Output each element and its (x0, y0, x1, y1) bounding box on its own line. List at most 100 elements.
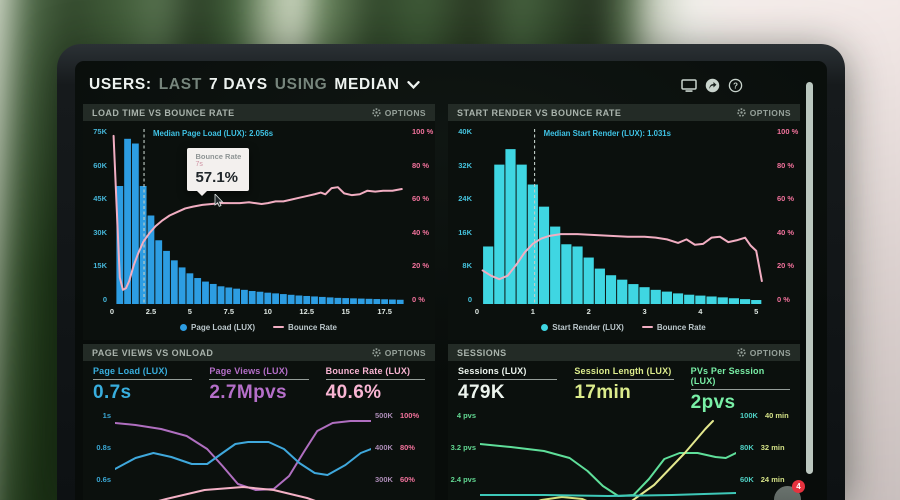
x-axis-tick: 0 (109, 307, 115, 316)
title-using: USING (274, 76, 328, 93)
y-tick-count: 100K (740, 411, 758, 420)
x-axis-tick: 4 (698, 307, 703, 316)
share-icon[interactable] (705, 78, 720, 93)
panel-title: LOAD TIME VS BOUNCE RATE (92, 107, 235, 118)
options-button[interactable]: OPTIONS (737, 348, 791, 358)
y-axis-tick: 60 % (777, 194, 795, 204)
chart-plot[interactable]: Median Start Render (LUX): 1.031s (477, 127, 773, 304)
stat-value: 479K (458, 382, 505, 403)
stat-value: 0.7s (93, 382, 132, 403)
y-axis-tick: 0.6s (96, 475, 111, 484)
panel-title: SESSIONS (457, 347, 507, 358)
chart-legend: Page Load (LUX) Bounce Rate (85, 317, 432, 337)
chevron-down-icon[interactable] (407, 76, 420, 94)
options-button[interactable]: OPTIONS (372, 108, 426, 118)
legend-line-icon (641, 325, 653, 329)
y-axis-tick: 100 % (412, 127, 434, 136)
y-axis-right: 100 % 80 % 60 % 40 % 20 % 0 % (773, 127, 798, 304)
chart-tooltip: Bounce Rate 7s 57.1% (187, 148, 250, 197)
legend-item[interactable]: Bounce Rate (273, 323, 337, 332)
stat-label: Page Views (LUX) (209, 366, 309, 380)
panel-sessions: SESSIONS OPTIONS Sessions (LUX) 479K Sessi… (448, 344, 800, 500)
y-axis-tick: 0 (467, 294, 472, 304)
options-button[interactable]: OPTIONS (737, 108, 791, 118)
chart-plot[interactable]: Median Page Load (LUX): 2.056s Bounce Ra… (112, 127, 408, 304)
y-axis-tick: 300K 60% (375, 475, 415, 484)
y-axis-left: 1s 0.8s 0.6s (85, 407, 115, 500)
legend-dot-icon (541, 323, 549, 331)
chart-plot[interactable] (115, 407, 371, 500)
chart-body: 40K 32K 24K 16K 8K 0 Median Start Render (LUX… (448, 121, 800, 340)
stat-block[interactable]: Page Views (LUX) 2.7Mpvs (209, 366, 309, 407)
y-axis-tick: 0.8s (96, 443, 111, 452)
median-annotation: Median Page Load (LUX): 2.056s (153, 129, 274, 138)
y-axis-tick: 4 pvs (456, 411, 476, 420)
y-axis-tick: 20 % (412, 261, 430, 271)
y-tick-count: 80K (740, 443, 754, 452)
stat-block[interactable]: Page Load (LUX) 0.7s (93, 366, 193, 407)
stat-value: 2pvs (690, 392, 736, 413)
scrollbar[interactable] (806, 82, 813, 474)
sessions-chart[interactable] (480, 407, 736, 500)
y-axis-tick: 15K (93, 261, 107, 271)
y-tick-secondary: 60% (399, 475, 415, 484)
y-axis-tick: 75K (93, 127, 107, 136)
dashboard-screen: USERS: LAST 7 DAYS USING MEDIAN (75, 61, 827, 500)
y-axis-tick: 500K 100% (375, 411, 419, 420)
stat-value: 2.7Mpvs (209, 382, 287, 403)
stat-block[interactable]: PVs Per Session (LUX) 2pvs (690, 366, 790, 414)
y-tick-secondary: 80% (399, 443, 415, 452)
title-users: USERS: (89, 76, 152, 93)
tooltip-value: 57.1% (195, 169, 239, 187)
chart-body: 75K 60K 45K 30K 15K 0 Median Page Load (LUX):… (83, 121, 435, 340)
x-axis-tick: 3 (642, 307, 647, 316)
load-time-chart[interactable] (112, 127, 408, 304)
header-icons: ? (681, 78, 743, 93)
y-axis-tick: 24K (458, 194, 472, 204)
chart-body: 1s 0.8s 0.6s 500K 100% 400K 80% 300K 60% (83, 407, 435, 500)
y-axis-tick: 40 % (412, 227, 430, 237)
y-axis-tick: 60K 24 min (740, 475, 785, 484)
gear-icon (372, 348, 381, 357)
page-views-chart[interactable] (115, 407, 371, 500)
monitor-icon[interactable] (681, 78, 697, 92)
stat-block[interactable]: Session Length (LUX) 17min (574, 366, 674, 414)
legend-item[interactable]: Bounce Rate (641, 323, 706, 332)
legend-item[interactable]: Page Load (LUX) (180, 323, 255, 332)
help-icon[interactable]: ? (728, 78, 743, 93)
options-button[interactable]: OPTIONS (372, 348, 426, 358)
y-axis-tick: 400K 80% (375, 443, 415, 452)
page-title[interactable]: USERS: LAST 7 DAYS USING MEDIAN (89, 76, 420, 94)
stat-label: Bounce Rate (LUX) (325, 366, 425, 380)
y-axis-tick: 40 % (777, 227, 795, 237)
stat-label: Session Length (LUX) (574, 366, 674, 380)
panel-title: PAGE VIEWS VS ONLOAD (92, 347, 214, 358)
y-tick-count: 500K (375, 411, 393, 420)
chat-widget[interactable]: 4 (774, 480, 805, 500)
y-tick-secondary: 40 min (764, 411, 789, 420)
legend-item[interactable]: Start Render (LUX) (541, 323, 624, 332)
stat-value: 17min (574, 382, 632, 403)
y-axis-tick: 30K (93, 227, 107, 237)
legend-label: Bounce Rate (288, 322, 337, 332)
stat-block[interactable]: Bounce Rate (LUX) 40.6% (325, 366, 425, 407)
x-axis-tick: 1 (530, 307, 535, 316)
y-axis-tick: 20 % (777, 261, 795, 271)
title-days: 7 DAYS (209, 76, 268, 93)
stat-block[interactable]: Sessions (LUX) 479K (458, 366, 558, 414)
start-render-chart[interactable] (477, 127, 773, 304)
y-axis-tick: 0 (102, 294, 107, 304)
panel-page-views-vs-onload: PAGE VIEWS VS ONLOAD OPTIONS Page Load (… (83, 344, 435, 500)
legend-dot-icon (180, 323, 188, 331)
y-axis-left: 40K 32K 24K 16K 8K 0 (450, 127, 477, 304)
y-tick-secondary: 100% (399, 411, 420, 420)
legend-line-icon (273, 325, 285, 329)
y-tick-count: 300K (375, 475, 393, 484)
y-axis-tick: 0 % (412, 294, 425, 304)
x-axis-labels: 0 2.5 5 7.5 10 12.5 15 17.5 (109, 304, 408, 317)
stats-row: Page Load (LUX) 0.7s Page Views (LUX) 2.7Mp… (83, 361, 435, 407)
chart-plot[interactable] (480, 407, 736, 500)
gear-icon (372, 108, 381, 117)
stat-value: 40.6% (325, 382, 382, 403)
